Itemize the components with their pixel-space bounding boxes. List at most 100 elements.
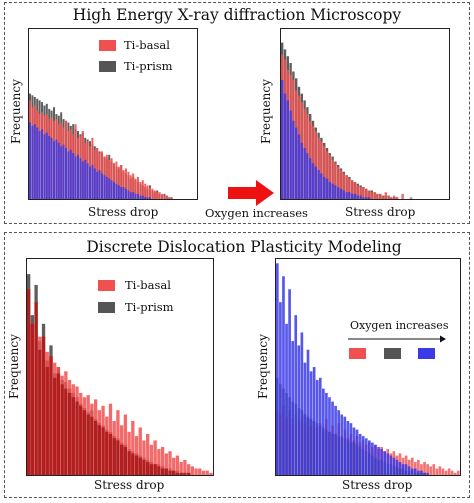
histogram-bar: [160, 446, 165, 475]
legend-swatch-ti-basal-ddp: [98, 280, 115, 291]
histogram-bar: [374, 444, 377, 475]
histogram-bar: [346, 421, 350, 475]
ddp-panel-title: Discrete Dislocation Plasticity Modeling: [86, 238, 402, 256]
histogram-bar: [77, 154, 79, 199]
histogram-bar: [450, 470, 454, 475]
legend-label-ti-prism: Ti-prism: [124, 59, 173, 73]
plot-frame: [28, 28, 198, 200]
histogram-bar: [364, 438, 368, 475]
hedm-right-x-label: Stress drop: [345, 205, 416, 219]
histogram-bar: [90, 416, 94, 475]
legend-swatch-ti-basal: [99, 40, 116, 51]
histogram-bar: [456, 470, 460, 475]
histogram-bar: [371, 442, 374, 475]
histogram-bar: [291, 341, 294, 475]
histogram-bar: [379, 193, 382, 199]
histogram-bar: [414, 468, 417, 475]
histogram-bar: [358, 433, 362, 475]
histogram-bar: [377, 446, 380, 475]
histogram-bar: [429, 466, 432, 475]
red-arrow-icon: [228, 180, 274, 206]
histogram-bar: [74, 156, 77, 199]
histogram-bar: [186, 472, 191, 475]
histogram-bar: [311, 163, 315, 199]
histogram-bar: [359, 195, 362, 199]
ddp-right-legend-title: Oxygen increases: [350, 319, 449, 332]
histogram-bar: [149, 464, 154, 475]
histogram-bar: [129, 192, 132, 199]
histogram-bar: [43, 134, 46, 199]
histogram-bar: [34, 302, 38, 475]
histogram-bar: [31, 125, 34, 199]
histogram-bar: [410, 457, 414, 475]
histogram-bar: [309, 158, 312, 199]
histogram-bar: [72, 153, 75, 199]
histogram-bar: [190, 466, 194, 475]
histogram-bar: [161, 193, 163, 199]
histogram-bar: [401, 193, 404, 199]
histogram-bar: [131, 453, 135, 475]
histogram-bar: [146, 197, 149, 199]
histogram-bar: [285, 323, 288, 475]
histogram-bar: [132, 192, 135, 199]
histogram-bar: [342, 173, 345, 199]
histogram-bar: [149, 197, 151, 199]
histogram-bar: [297, 345, 301, 475]
histogram-bar: [89, 166, 91, 199]
histogram-bar: [317, 170, 320, 199]
histogram-bar: [294, 315, 298, 475]
histogram-bar: [105, 176, 108, 199]
histogram-bar: [183, 472, 187, 475]
histogram-bar: [117, 166, 120, 199]
histogram-bar: [345, 192, 348, 199]
hedm-left-y-label: Frequency: [9, 79, 23, 144]
histogram-bar: [149, 444, 154, 475]
histogram-bar: [417, 470, 420, 475]
histogram-bar: [444, 470, 448, 475]
histogram-bar: [337, 166, 340, 199]
histogram-bar: [134, 178, 137, 199]
histogram-bar: [38, 131, 41, 199]
histogram-bar: [36, 127, 39, 199]
histogram-bar: [205, 470, 209, 475]
histogram-bar: [322, 388, 325, 475]
ddp-left-y-label: Frequency: [7, 334, 21, 399]
histogram-bar: [165, 195, 168, 199]
histogram-bar: [79, 158, 82, 199]
histogram-bar: [120, 444, 124, 475]
histogram-bar: [367, 190, 371, 199]
histogram-bar: [71, 397, 75, 475]
histogram-bar: [325, 392, 328, 475]
histogram-bar: [356, 185, 359, 199]
histogram-bar: [144, 183, 147, 199]
histogram-bar: [351, 180, 354, 199]
histogram-bar: [337, 187, 340, 199]
histogram-bar: [186, 464, 191, 475]
histogram-bar: [282, 276, 285, 475]
histogram-bar: [383, 451, 386, 475]
histogram-bar: [137, 176, 139, 199]
histogram-bar: [295, 127, 298, 199]
histogram-bar: [281, 80, 284, 199]
histogram-bar: [370, 192, 373, 199]
histogram-bar: [410, 468, 414, 475]
histogram-bar: [67, 151, 70, 199]
histogram-bar: [401, 464, 405, 475]
histogram-bar: [41, 129, 43, 199]
histogram-bar: [318, 377, 322, 475]
histogram-bar: [426, 472, 429, 475]
histogram-bar: [108, 433, 113, 475]
histogram-bar: [97, 425, 101, 475]
histogram-bar: [142, 459, 146, 475]
histogram-bar: [101, 173, 103, 199]
histogram-bar: [356, 195, 359, 199]
hedm-right-y-label: Frequency: [259, 79, 273, 144]
histogram-bar: [110, 180, 113, 199]
ddp-right-x-label: Stress drop: [342, 478, 413, 492]
hedm-left-x-label: Stress drop: [88, 205, 159, 219]
ddp-right-chart: [275, 258, 461, 476]
histogram-bar: [120, 187, 123, 199]
histogram-bar: [352, 427, 356, 475]
histogram-bar: [157, 449, 161, 475]
histogram-bar: [48, 136, 51, 199]
